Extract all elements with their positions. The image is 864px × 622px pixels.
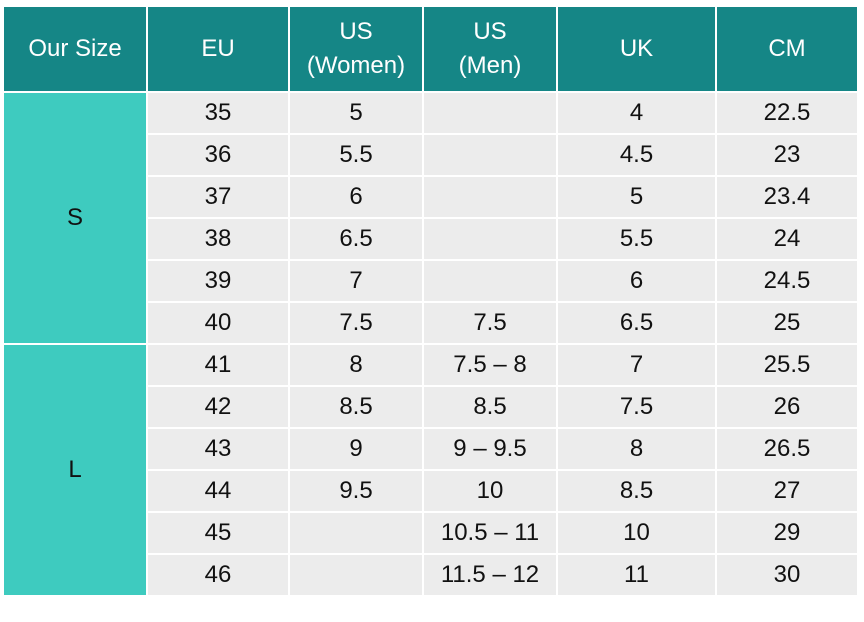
table-row: S 35 5 4 22.5 <box>4 91 859 345</box>
cell-eu: 44 <box>146 469 290 513</box>
cell-us-men <box>422 175 558 219</box>
cell-us-men: 9 – 9.5 <box>422 427 558 471</box>
cell-us-men: 7.5 – 8 <box>422 343 558 387</box>
cell-us-women: 6.5 <box>288 217 424 261</box>
cell-uk: 7 <box>556 343 717 387</box>
cell-us-women: 9.5 <box>288 469 424 513</box>
cell-us-women: 5 <box>288 91 424 135</box>
cell-eu: 46 <box>146 553 290 597</box>
table-row: 36 5.5 4.5 23 <box>4 133 859 177</box>
cell-eu: 41 <box>146 343 290 387</box>
cell-uk: 6 <box>556 259 717 303</box>
table-row: 38 6.5 5.5 24 <box>4 217 859 261</box>
table-row: 45 10.5 – 11 10 29 <box>4 511 859 555</box>
cell-us-men <box>422 133 558 177</box>
column-header-us-women: US (Women) <box>288 5 424 93</box>
table-row: L 41 8 7.5 – 8 7 25.5 <box>4 343 859 597</box>
size-group-label: L <box>4 343 148 597</box>
column-header-uk: UK <box>556 5 717 93</box>
cell-cm: 24.5 <box>715 259 859 303</box>
cell-us-women: 9 <box>288 427 424 471</box>
cell-uk: 4 <box>556 91 717 135</box>
cell-uk: 7.5 <box>556 385 717 429</box>
table-header: Our Size EU US (Women) US (Men) UK CM <box>4 5 859 93</box>
cell-eu: 42 <box>146 385 290 429</box>
cell-us-women: 8.5 <box>288 385 424 429</box>
cell-cm: 23 <box>715 133 859 177</box>
column-header-text: (Men) <box>458 52 522 79</box>
cell-cm: 22.5 <box>715 91 859 135</box>
table-row: 43 9 9 – 9.5 8 26.5 <box>4 427 859 471</box>
cell-us-women <box>288 553 424 597</box>
column-header-our-size: Our Size <box>4 5 148 93</box>
column-header-text: US <box>473 18 507 45</box>
cell-cm: 29 <box>715 511 859 555</box>
cell-eu: 37 <box>146 175 290 219</box>
column-header-eu: EU <box>146 5 290 93</box>
cell-us-men: 10 <box>422 469 558 513</box>
table-row: 46 11.5 – 12 11 30 <box>4 553 859 597</box>
cell-uk: 8 <box>556 427 717 471</box>
cell-uk: 8.5 <box>556 469 717 513</box>
column-header-text: US <box>339 18 373 45</box>
cell-cm: 26 <box>715 385 859 429</box>
cell-cm: 26.5 <box>715 427 859 471</box>
column-header-text: CM <box>768 35 806 62</box>
cell-cm: 30 <box>715 553 859 597</box>
cell-eu: 45 <box>146 511 290 555</box>
cell-eu: 40 <box>146 301 290 345</box>
column-header-cm: CM <box>715 5 859 93</box>
column-header-text: EU <box>201 35 235 62</box>
cell-uk: 4.5 <box>556 133 717 177</box>
column-header-text: Our Size <box>28 35 122 62</box>
cell-us-men: 7.5 <box>422 301 558 345</box>
table-row: 40 7.5 7.5 6.5 25 <box>4 301 859 345</box>
cell-us-men <box>422 217 558 261</box>
cell-uk: 5.5 <box>556 217 717 261</box>
cell-us-women <box>288 511 424 555</box>
column-header-text: (Women) <box>306 52 406 79</box>
cell-us-men: 10.5 – 11 <box>422 511 558 555</box>
cell-cm: 27 <box>715 469 859 513</box>
cell-us-women: 8 <box>288 343 424 387</box>
cell-us-men <box>422 91 558 135</box>
table-row: 39 7 6 24.5 <box>4 259 859 303</box>
table-row: 44 9.5 10 8.5 27 <box>4 469 859 513</box>
column-header-us-men: US (Men) <box>422 5 558 93</box>
size-group-label: S <box>4 91 148 345</box>
size-chart-table: Our Size EU US (Women) US (Men) UK CM S 35 5 4 22.5… <box>4 5 859 597</box>
cell-us-men: 8.5 <box>422 385 558 429</box>
table-row: 42 8.5 8.5 7.5 26 <box>4 385 859 429</box>
table-row: 37 6 5 23.4 <box>4 175 859 219</box>
cell-uk: 5 <box>556 175 717 219</box>
cell-eu: 43 <box>146 427 290 471</box>
cell-uk: 10 <box>556 511 717 555</box>
cell-uk: 6.5 <box>556 301 717 345</box>
cell-eu: 38 <box>146 217 290 261</box>
cell-cm: 25.5 <box>715 343 859 387</box>
cell-us-women: 6 <box>288 175 424 219</box>
cell-cm: 23.4 <box>715 175 859 219</box>
column-header-text: UK <box>619 35 654 62</box>
table-body: S 35 5 4 22.5 36 5.5 4.5 23 37 6 5 23.4 38 6.5 5.5 24 39 7… <box>4 91 859 597</box>
cell-us-women: 7.5 <box>288 301 424 345</box>
cell-us-men <box>422 259 558 303</box>
cell-eu: 36 <box>146 133 290 177</box>
cell-cm: 24 <box>715 217 859 261</box>
cell-us-women: 7 <box>288 259 424 303</box>
cell-eu: 39 <box>146 259 290 303</box>
cell-us-women: 5.5 <box>288 133 424 177</box>
header-row: Our Size EU US (Women) US (Men) UK CM <box>4 5 859 93</box>
cell-eu: 35 <box>146 91 290 135</box>
cell-cm: 25 <box>715 301 859 345</box>
cell-us-men: 11.5 – 12 <box>422 553 558 597</box>
cell-uk: 11 <box>556 553 717 597</box>
